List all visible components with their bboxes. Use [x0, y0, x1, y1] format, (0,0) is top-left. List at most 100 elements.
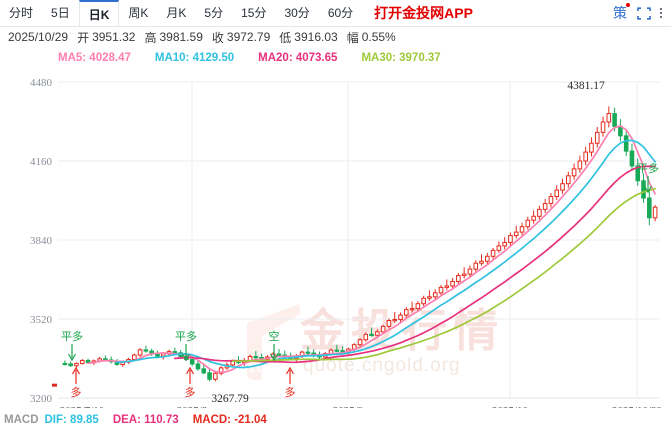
candlestick — [218, 365, 224, 376]
tab-timeframe-15min[interactable]: 15分 — [232, 0, 275, 25]
arrow-up-icon — [71, 366, 81, 375]
candlestick — [398, 312, 403, 323]
x-axis-tick-label: 2025/7/10 — [60, 405, 105, 408]
candlestick — [363, 332, 369, 342]
ma5-legend: MA5: 4028.47 — [58, 52, 131, 64]
candlestick — [79, 358, 85, 365]
candlestick — [207, 368, 212, 382]
signal-label: 平多 — [61, 329, 83, 343]
macd-indicator-row: MACD DIF: 89.85 DEA: 110.73 MACD: -21.04 — [0, 414, 671, 426]
candlestick — [537, 205, 542, 220]
ma-legend-row: MA5: 4028.47 MA10: 4129.50 MA20: 4073.65… — [0, 49, 671, 67]
candlestick — [62, 360, 68, 366]
tab-label: 月K — [166, 6, 187, 20]
tab-timeframe-fenshi[interactable]: 分时 — [0, 0, 42, 25]
candlestick — [369, 327, 374, 337]
quote-change-label: 幅 — [346, 30, 359, 45]
tab-timeframe-60min[interactable]: 60分 — [319, 0, 362, 25]
candlestick — [513, 225, 519, 239]
y-axis-tick-label: 3200 — [30, 393, 53, 405]
candlestick — [542, 199, 548, 213]
trade-signal-annotation: 平多 — [637, 161, 659, 194]
trade-signal-annotation: 平多 — [175, 329, 197, 362]
tab-timeframe-daily[interactable]: 日K — [78, 0, 120, 26]
candlestick — [589, 137, 594, 157]
tab-label: 日K — [88, 7, 110, 22]
ma-line-ma30 — [231, 187, 656, 363]
candlestick — [577, 155, 583, 173]
open-app-promo-link[interactable]: 打开金投网APP — [374, 0, 473, 26]
candlestick — [554, 185, 560, 201]
candlestick — [571, 163, 577, 180]
trade-signal-annotation: 多 — [185, 366, 196, 399]
price-extreme-label: 4381.17 — [567, 80, 605, 92]
candlestick — [525, 216, 531, 230]
candlestick — [201, 364, 207, 375]
candlestick — [519, 222, 525, 236]
ma20-legend: MA20: 4073.65 — [258, 52, 338, 64]
macd-dif: DIF: 89.85 — [44, 414, 99, 426]
ma-line-ma10 — [116, 139, 656, 369]
candlestick — [450, 278, 455, 290]
tab-label: 15分 — [241, 6, 267, 20]
tab-timeframe-5min[interactable]: 5分 — [195, 0, 232, 25]
candlestick — [137, 348, 143, 358]
candlestick — [380, 324, 386, 334]
arrow-up-icon — [285, 366, 295, 375]
candlestick — [467, 265, 473, 278]
candlestick — [334, 344, 340, 353]
candlestick — [496, 241, 502, 253]
quote-low-value: 3916.03 — [294, 30, 338, 44]
arrow-down-icon — [67, 353, 77, 362]
candlestick — [641, 173, 646, 203]
signal-label: 平多 — [175, 329, 197, 343]
tab-timeframe-weekly[interactable]: 周K — [119, 0, 157, 25]
macd-title: MACD — [4, 414, 39, 426]
candlestick — [409, 301, 415, 313]
candlestick — [629, 143, 635, 171]
candlestick — [74, 362, 79, 368]
tab-timeframe-30min[interactable]: 30分 — [275, 0, 318, 25]
quote-high-value: 3981.59 — [159, 30, 203, 44]
candlestick — [392, 312, 398, 323]
candlestick — [485, 252, 490, 265]
arrow-down-icon — [643, 185, 653, 194]
price-extreme-label: 3267.79 — [211, 393, 249, 405]
tab-label: 30分 — [284, 6, 310, 20]
signal-label: 多 — [285, 385, 296, 399]
candlestick — [583, 146, 588, 166]
candlestick — [618, 119, 623, 142]
candlestick — [508, 232, 513, 246]
candlestick — [548, 193, 554, 208]
candlestick — [456, 273, 461, 284]
more-options-icon[interactable] — [657, 8, 665, 18]
tab-timeframe-monthly[interactable]: 月K — [157, 0, 195, 25]
tab-label: 60分 — [327, 6, 354, 20]
tab-timeframe-5day[interactable]: 5日 — [42, 0, 79, 25]
trade-signal-annotation: 多 — [71, 366, 82, 399]
strategy-button[interactable]: 策 — [613, 3, 630, 23]
candlestick — [531, 210, 536, 224]
y-axis-tick-label: 4160 — [30, 156, 53, 168]
timeframe-toolbar: 分时 5日 日K 周K 月K 5分 15分 30分 60分 打开金投网APP 策 — [0, 0, 671, 27]
candlestick — [68, 361, 73, 367]
macd-macd: MACD: -21.04 — [192, 414, 267, 426]
candlestick-plot[interactable]: 4480 4160 3840 3520 3200 2025/7/10 2025/8 2025/… — [0, 68, 671, 408]
y-axis-tick-label: 3520 — [30, 314, 53, 326]
x-axis-tick-label: 2025/10 — [492, 405, 529, 408]
candlestick — [461, 267, 467, 279]
candlestick — [253, 351, 259, 359]
macd-dea: DEA: 110.73 — [112, 414, 179, 426]
open-app-promo-label: 打开金投网APP — [374, 5, 473, 21]
quote-close-label: 收 — [211, 30, 224, 45]
candlestick — [415, 301, 421, 312]
candlestick — [421, 295, 426, 307]
ma30-legend: MA30: 3970.37 — [361, 52, 441, 64]
candlestick — [560, 178, 565, 195]
y-axis-tick-label: 3840 — [30, 235, 53, 247]
signal-label: 多 — [71, 385, 82, 399]
candlestick — [502, 237, 507, 250]
tab-label: 周K — [128, 6, 149, 20]
fullscreen-icon[interactable] — [636, 6, 651, 21]
